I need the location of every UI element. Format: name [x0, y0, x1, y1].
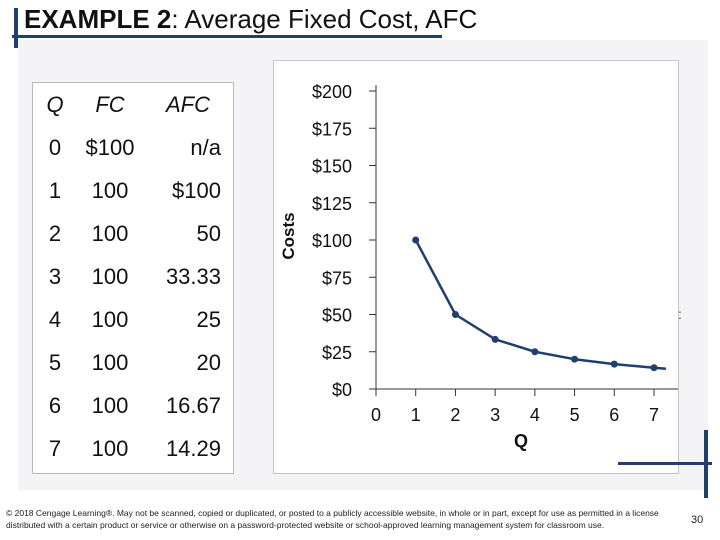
table-row: 5 100 20 — [33, 341, 233, 384]
y-tick-label: $200 — [312, 82, 352, 102]
table-row: 2 100 50 — [33, 212, 233, 255]
afc-data-point — [650, 364, 658, 372]
table-header-row: Q FC AFC — [33, 83, 233, 126]
afc-data-point — [610, 360, 618, 368]
y-tick-label: $100 — [312, 231, 352, 251]
cell-afc: 20 — [196, 349, 221, 375]
cell-afc: n/a — [190, 134, 221, 160]
cell-fc: 100 — [91, 263, 129, 289]
header-fc: FC — [95, 91, 125, 117]
cost-table: Q FC AFC 0 $100 n/a 1 100 $100 2 100 50 3 100 33… — [32, 82, 234, 474]
cell-q: 1 — [48, 177, 62, 203]
cell-afc: 33.33 — [165, 263, 221, 289]
title-accent-vertical — [14, 8, 18, 48]
cell-fc: 100 — [91, 349, 129, 375]
cell-fc: 100 — [91, 220, 129, 246]
afc-chart: $0 $25 $50 $75 $100 $125 $150 $175 $200 0 1 2 3 4 5 6 7 Q… — [273, 60, 679, 474]
cell-afc: $100 — [172, 177, 221, 203]
header-afc: AFC — [166, 91, 210, 117]
cell-q: 2 — [48, 220, 62, 246]
afc-data-point — [571, 355, 579, 363]
x-tick-label: 6 — [609, 405, 619, 425]
cell-afc: 14.29 — [165, 435, 221, 461]
cell-afc: 16.67 — [165, 392, 221, 418]
afc-table: Q FC AFC 0 $100 n/a 1 100 $100 2 100 50 3 100 33… — [33, 83, 233, 470]
header-q: Q — [46, 91, 64, 117]
y-tick-label: $75 — [322, 268, 352, 288]
afc-data-point — [412, 236, 420, 244]
title-accent-underline — [12, 35, 442, 38]
cell-afc: 25 — [196, 306, 221, 332]
table-row: 4 100 25 — [33, 298, 233, 341]
cell-q: 7 — [48, 435, 62, 461]
cell-fc: 100 — [91, 306, 129, 332]
y-tick-label: $50 — [322, 306, 352, 326]
afc-data-point — [451, 311, 459, 318]
x-tick-label: 1 — [411, 405, 421, 425]
x-tick-label: 7 — [649, 405, 659, 425]
x-tick-label: 0 — [371, 405, 381, 425]
afc-data-point — [531, 348, 539, 356]
x-tick-label: 2 — [450, 405, 460, 425]
afc-chart-svg: $0 $25 $50 $75 $100 $125 $150 $175 $200 0 1 2 3 4 5 6 7 Q… — [279, 82, 678, 451]
cell-q: 3 — [48, 263, 62, 289]
afc-data-point — [491, 335, 499, 343]
cell-q: 4 — [48, 306, 62, 332]
y-tick-label: $150 — [312, 157, 352, 177]
table-row: 0 $100 n/a — [33, 126, 233, 169]
copyright-footer: © 2018 Cengage Learning®. May not be sca… — [6, 508, 659, 530]
afc-series-line — [414, 239, 667, 371]
cell-afc: 50 — [196, 220, 221, 246]
cell-fc: $100 — [85, 134, 135, 160]
cell-fc: 100 — [91, 392, 129, 418]
page-number: 30 — [691, 514, 704, 526]
table-row: 6 100 16.67 — [33, 384, 233, 427]
y-axis-label: Costs — [279, 212, 298, 259]
x-tick-label: 4 — [530, 405, 540, 425]
y-tick-label: $0 — [332, 380, 352, 400]
cell-fc: 100 — [91, 435, 129, 461]
cell-q: 5 — [48, 349, 62, 375]
title-rest: : Average Fixed Cost, AFC — [171, 4, 478, 34]
cell-q: 0 — [48, 134, 62, 160]
slide-title: EXAMPLE 2: Average Fixed Cost, AFC — [24, 4, 477, 35]
x-axis-label: Q — [514, 431, 528, 451]
stray-mark: : — [678, 306, 682, 322]
corner-accent-horizontal — [618, 462, 712, 465]
y-tick-label: $125 — [312, 194, 352, 214]
x-tick-label: 3 — [490, 405, 500, 425]
cell-fc: 100 — [91, 177, 129, 203]
y-tick-label: $25 — [322, 343, 352, 363]
table-row: 3 100 33.33 — [33, 255, 233, 298]
table-row: 7 100 14.29 — [33, 427, 233, 470]
title-bold: EXAMPLE 2 — [24, 4, 172, 34]
cell-q: 6 — [48, 392, 62, 418]
y-tick-label: $175 — [312, 119, 352, 139]
table-row: 1 100 $100 — [33, 169, 233, 212]
x-tick-label: 5 — [570, 405, 580, 425]
